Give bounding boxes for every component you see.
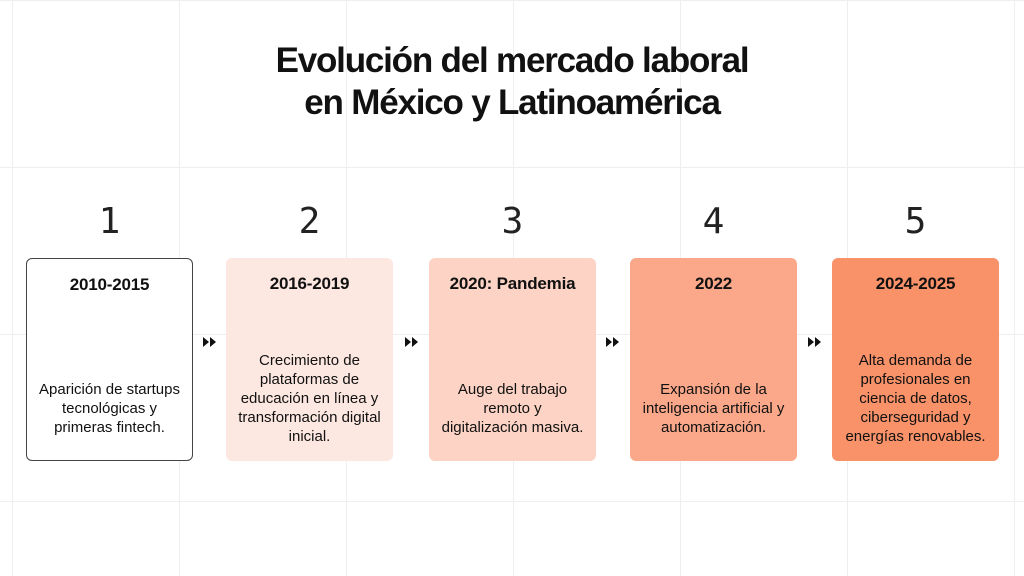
step-period: 2024-2025 xyxy=(875,274,956,293)
double-chevron-right-icon xyxy=(203,337,216,347)
step-description: Aparición de startups tecnológicas y pri… xyxy=(39,381,180,436)
step-period: 2016-2019 xyxy=(269,274,350,293)
step-description: Expansión de la inteligencia artificial … xyxy=(642,381,785,436)
step-period: 2010-2015 xyxy=(69,275,150,294)
timeline-step-3: 3 2020: Pandemia Auge del trabajo remoto… xyxy=(429,202,596,461)
step-description: Crecimiento de plataformas de educación … xyxy=(238,352,381,445)
timeline-step-1: 1 2010-2015 Aparición de startups tecnol… xyxy=(26,202,193,461)
double-chevron-right-icon xyxy=(405,337,418,347)
step-number: 1 xyxy=(98,201,121,242)
step-description: Auge del trabajo remoto y digitalización… xyxy=(441,381,584,436)
double-chevron-right-icon xyxy=(808,337,821,347)
title-line-2: en México y Latinoamérica xyxy=(304,83,721,122)
step-number: 4 xyxy=(702,201,725,242)
step-card: 2020: Pandemia Auge del trabajo remoto y… xyxy=(429,258,596,461)
step-number: 2 xyxy=(298,201,321,242)
step-card: 2022 Expansión de la inteligencia artifi… xyxy=(630,258,797,461)
timeline-step-2: 2 2016-2019 Crecimiento de plataformas d… xyxy=(226,202,393,461)
step-description: Alta demanda de profesionales en ciencia… xyxy=(845,352,986,445)
step-card: 2024-2025 Alta demanda de profesionales … xyxy=(832,258,999,461)
step-card: 2016-2019 Crecimiento de plataformas de … xyxy=(226,258,393,461)
page-title: Evolución del mercado laboral en México … xyxy=(0,40,1024,124)
double-chevron-right-icon xyxy=(606,337,619,347)
timeline-step-5: 5 2024-2025 Alta demanda de profesionale… xyxy=(832,202,999,461)
step-number: 5 xyxy=(904,201,927,242)
step-period: 2022 xyxy=(694,274,733,293)
timeline-step-4: 4 2022 Expansión de la inteligencia arti… xyxy=(630,202,797,461)
title-line-1: Evolución del mercado laboral xyxy=(275,41,750,80)
step-period: 2020: Pandemia xyxy=(449,274,576,293)
step-number: 3 xyxy=(501,201,524,242)
step-card: 2010-2015 Aparición de startups tecnológ… xyxy=(26,258,193,461)
